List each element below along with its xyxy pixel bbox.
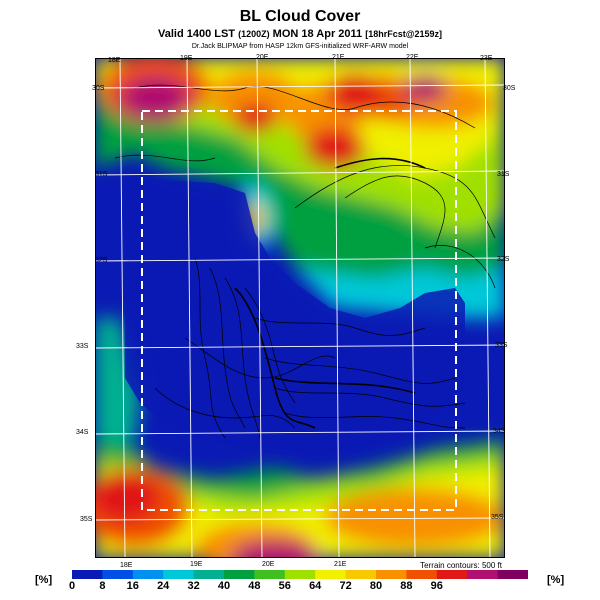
colorbar-tick-label: 0 [68,580,76,592]
utc-time: (1200Z) [238,29,270,39]
lon-label-top: 18E [108,57,121,64]
valid-time: Valid 1400 LST [157,28,236,40]
colorbar-tick-label: 16 [126,580,139,592]
valid-time-line: Valid 1400 LST (1200Z) MON 18 Apr 2011 [… [0,28,600,40]
colorbar-swatch [72,570,103,579]
lon-label-bottom: 18E [120,562,133,569]
graticule [95,58,505,558]
lat-label-right: 35S [491,514,504,521]
colorbar-unit-left: [%] [35,574,53,586]
colorbar-tick-label: 96 [430,580,443,592]
colorbar-swatch [436,570,468,579]
lon-label-top: 23E [480,55,493,62]
inner-domain-box [141,110,457,511]
lat-label-left: 34S [76,429,89,436]
colorbar-tick-label: 56 [278,580,291,592]
colorbar-swatch [345,570,377,579]
lat-label-right: 33S [495,342,508,349]
lon-label-bottom: 21E [334,561,347,568]
lat-label-left: 32S [95,257,108,264]
colorbar-tick-label: 40 [217,580,231,592]
colorbar-swatch [406,570,438,579]
colorbar-swatch [376,570,407,579]
colorbar-tick-label: 72 [339,580,352,592]
lon-label-bottom: 20E [262,561,275,568]
colorbar-swatch [315,570,347,579]
cloud-cover-map [95,58,505,558]
terrain-contours-bold [234,157,426,429]
colorbar [72,570,528,579]
lat-label-left: 30S [92,85,105,92]
lat-label-left: 35S [80,516,93,523]
colorbar-swatch [284,570,316,579]
forecast-info: [18hrFcst@2159z] [365,29,443,39]
lon-label-top: 19E [180,55,193,62]
colorbar-swatch [102,570,134,579]
lat-label-right: 32S [497,256,510,263]
colorbar-swatch [132,570,164,579]
colorbar-tick-label: 24 [157,580,170,592]
lon-label-bottom: 19E [190,561,203,568]
lat-label-left: 31S [95,171,108,178]
colorbar-tick-label: 80 [369,580,383,592]
lon-label-top: 22E [406,54,419,61]
colorbar-swatch [163,570,195,579]
terrain-contour-note: Terrain contours: 500 ft [420,561,502,570]
colorbar-tick-label: 32 [187,580,200,592]
lat-label-right: 34S [493,428,506,435]
colorbar-tick-label: 88 [400,580,413,592]
colorbar-swatch [497,570,528,579]
colorbar-swatch [467,570,499,579]
lon-label-top: 21E [332,54,345,61]
map-frame [95,58,505,558]
colorbar-unit-right: [%] [547,574,565,586]
colorbar-swatch [224,570,255,579]
valid-date: MON 18 Apr 2011 [272,28,363,40]
map-title: BL Cloud Cover [239,8,361,25]
lon-label-top: 20E [256,54,269,61]
colorbar-swatch [254,570,286,579]
model-credit: Dr.Jack BLIPMAP from HASP 12km GFS-initi… [191,43,409,50]
lat-label-left: 33S [76,343,89,350]
colorbar-swatch [193,570,225,579]
terrain-contours [114,84,496,439]
colorbar-tick-label: 64 [309,580,322,592]
colorbar-tick-label: 8 [99,580,106,592]
lat-label-right: 31S [497,171,510,178]
colorbar-tick-label: 48 [248,580,261,592]
lat-label-right: 30S [503,85,516,92]
